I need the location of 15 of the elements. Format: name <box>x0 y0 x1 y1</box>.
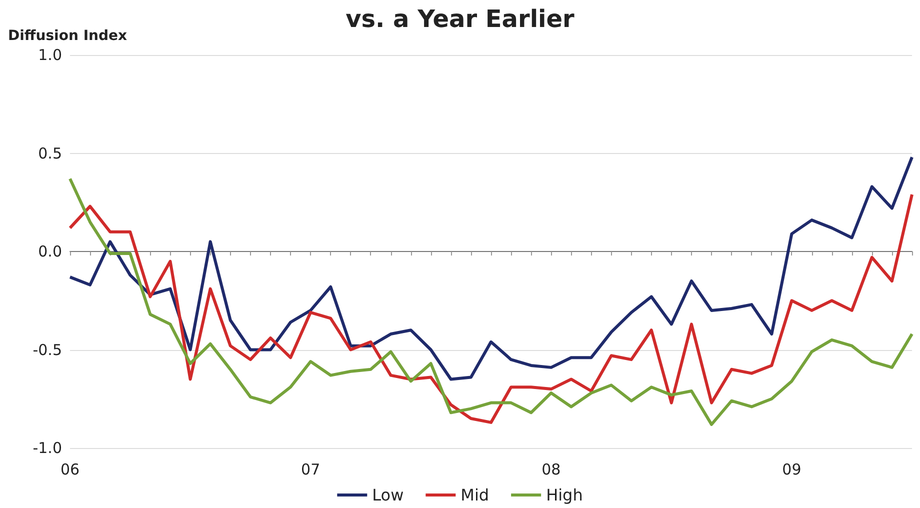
y-tick-label: 1.0 <box>38 46 62 64</box>
legend-label: High <box>546 486 583 504</box>
chart-title: vs. a Year Earlier <box>346 5 575 33</box>
y-axis-title: Diffusion Index <box>8 28 128 44</box>
x-tick-label: 09 <box>782 460 802 478</box>
y-tick-label: 0.0 <box>38 242 62 260</box>
line-series <box>68 156 914 381</box>
x-tick-label: 08 <box>542 460 561 478</box>
y-tick-label: -0.5 <box>32 340 62 359</box>
x-tick-label: 07 <box>301 460 320 478</box>
y-tick-label: 0.5 <box>38 144 62 162</box>
legend-label: Low <box>372 486 404 504</box>
x-tick-label: 06 <box>60 460 80 478</box>
legend-label: Mid <box>460 486 490 504</box>
y-tick-label: -1.0 <box>32 439 62 457</box>
